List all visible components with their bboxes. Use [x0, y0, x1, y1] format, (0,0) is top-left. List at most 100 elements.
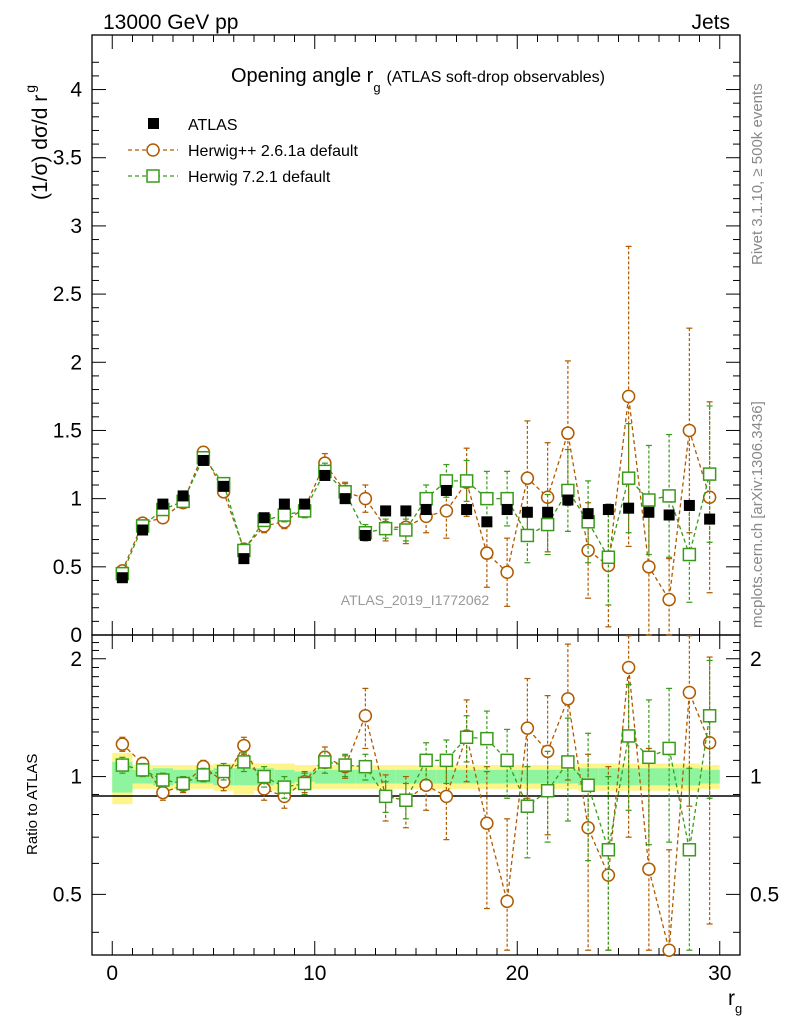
ratio-herwigpp-point-28: [682, 685, 697, 700]
herwig7-point-21: [540, 517, 555, 532]
atlas-point-26: [643, 506, 655, 518]
main-plot-series: [115, 245, 717, 636]
band-inner-10: [314, 769, 335, 784]
herwig7-point-26: [642, 493, 656, 507]
herwigpp-point-20: [520, 471, 535, 485]
ratio-herwig7-point-5: [216, 764, 231, 779]
atlas-point-3: [177, 490, 189, 502]
band-inner-6: [233, 768, 254, 786]
ratio-herwigpp-line: [121, 667, 711, 951]
ratio-tick-label-left-0.5: 0.5: [53, 883, 82, 906]
x-tick-label-10: 10: [303, 962, 326, 985]
ratio-plot-series: [115, 635, 717, 957]
ratio-herwig7-point-2: [156, 773, 170, 787]
ratio-herwig7-point-10: [318, 755, 332, 769]
atlas-point-16: [440, 484, 452, 496]
ratio-herwig7-point-19: [500, 753, 514, 768]
header-energy-label: 13000 GeV pp: [103, 11, 238, 34]
herwig7-point-13: [378, 521, 393, 536]
ratio-herwigpp-point-2: [156, 785, 170, 800]
ratio-herwigpp-point-20: [520, 721, 535, 735]
ratio-herwig7-point-14: [399, 793, 413, 807]
ratio-herwig7-point-9: [297, 776, 312, 791]
ratio-herwig7-point-3: [176, 776, 190, 791]
ratio-herwig7-point-12: [358, 759, 373, 774]
x-axis-label-sub: g: [735, 1001, 742, 1016]
y-axis-label-main: (1/σ) dσ/d r: [29, 95, 52, 200]
side-label-rivet: Rivet 3.1.10, ≥ 500k events: [749, 83, 766, 265]
herwigpp-point-27: [662, 592, 676, 607]
atlas-point-15: [420, 504, 432, 516]
herwig7-point-25: [621, 471, 636, 485]
ratio-herwigpp-point-0: [115, 737, 130, 751]
chart-title-main: Opening angle r: [231, 65, 374, 87]
herwig7-point-18: [480, 491, 494, 506]
axis-ticks: [92, 35, 740, 955]
ratio-herwigpp-point-6: [237, 738, 251, 753]
ratio-herwig7-point-26: [642, 750, 656, 765]
herwigpp-point-22: [561, 426, 575, 440]
atlas-point-11: [339, 493, 351, 505]
atlas-point-14: [400, 505, 412, 517]
ratio-herwigpp-point-26: [642, 862, 656, 876]
herwigpp-point-18: [480, 546, 494, 560]
ratio-herwig7-point-6: [237, 755, 251, 769]
atlas-point-17: [461, 504, 473, 516]
legend-herwig7-label: Herwig 7.2.1 default: [188, 169, 331, 186]
herwigpp-point-26: [642, 560, 656, 574]
ratio-herwigpp-point-27: [662, 943, 676, 957]
atlas-point-10: [319, 469, 331, 481]
atlas-point-8: [278, 498, 290, 510]
y-axis-label: (1/σ) dσ/d r g: [22, 85, 52, 200]
herwig7-point-27: [662, 489, 676, 503]
y-tick-label-2.5: 2.5: [53, 283, 82, 306]
atlas-point-24: [602, 504, 614, 516]
ratio-tick-label-left-1: 1: [70, 766, 82, 789]
x-tick-label-0: 0: [106, 962, 118, 985]
ratio-herwigpp-point-18: [480, 816, 494, 830]
legend-herwig7-marker: [146, 169, 160, 183]
herwig7-point-29: [702, 467, 717, 481]
band-inner-15: [416, 769, 437, 784]
ratio-herwig7-point-0: [115, 758, 130, 772]
atlas-point-7: [258, 512, 270, 524]
ratio-herwig7-point-23: [581, 778, 595, 793]
ratio-herwigpp-point-12: [358, 709, 373, 723]
ratio-herwigpp-point-16: [439, 789, 454, 804]
atlas-point-20: [521, 506, 533, 518]
herwig7-point-17: [459, 474, 474, 488]
herwigpp-point-25: [621, 389, 636, 404]
ratio-herwig7-point-8: [277, 780, 292, 794]
ratio-herwig7-point-27: [662, 741, 676, 756]
ratio-tick-label-right-1: 1: [750, 766, 762, 789]
ratio-herwig7-point-16: [439, 753, 454, 768]
ratio-axis-label: Ratio to ATLAS: [24, 754, 41, 855]
y-tick-label-0.5: 0.5: [53, 556, 82, 579]
legend-herwigpp-marker: [146, 143, 160, 157]
herwig7-line: [121, 456, 711, 574]
ratio-tick-label-right-0.5: 0.5: [750, 883, 779, 906]
herwigpp-point-19: [500, 565, 514, 580]
ratio-herwig7-point-15: [419, 753, 433, 768]
y-tick-label-1.5: 1.5: [53, 419, 82, 442]
atlas-point-4: [197, 454, 209, 466]
ratio-herwig7-point-22: [561, 755, 575, 769]
chart-title-suffix: (ATLAS soft-drop observables): [387, 69, 605, 86]
atlas-point-25: [623, 502, 635, 514]
herwig7-point-28: [682, 547, 697, 562]
ratio-herwig7-point-7: [257, 769, 271, 784]
ratio-tick-label-left-2: 2: [70, 648, 82, 671]
atlas-point-0: [116, 572, 128, 584]
herwig7-point-20: [520, 528, 535, 543]
ratio-herwigpp-point-25: [621, 660, 636, 675]
header-jets-label: Jets: [691, 11, 730, 34]
y-axis-label-sub: g: [22, 85, 38, 93]
ratio-herwig7-point-4: [196, 768, 211, 782]
atlas-point-2: [157, 498, 169, 510]
atlas-point-27: [663, 509, 675, 521]
svg-text:(1/σ) dσ/d rg: (1/σ) dσ/d r g: [22, 85, 52, 200]
side-label-mcplots: mcplots.cern.ch [arXiv:1306.3436]: [749, 401, 766, 628]
y-tick-label-1: 1: [70, 488, 82, 511]
y-tick-label-3.5: 3.5: [53, 147, 82, 170]
